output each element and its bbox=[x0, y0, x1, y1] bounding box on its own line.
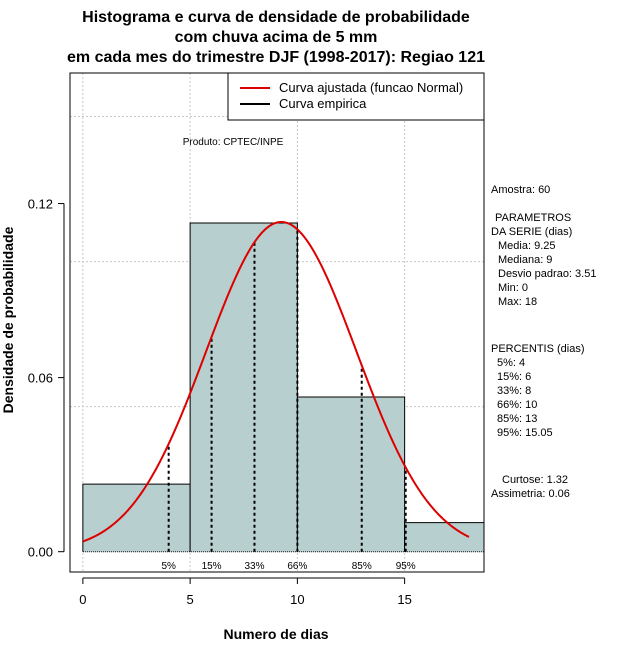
histogram-bars bbox=[82, 222, 484, 553]
y-tick-label-1: 0.06 bbox=[28, 371, 53, 386]
normal-curve bbox=[82, 220, 470, 543]
percentile-label-5: 95% bbox=[396, 561, 416, 572]
chart-title-line-3: em cada mes do trimestre DJF (1998-2017)… bbox=[67, 49, 485, 66]
x-tick-label-2: 10 bbox=[290, 592, 304, 607]
percentile-label-0: 5% bbox=[161, 561, 176, 572]
stat-params-header-1: PARAMETROS bbox=[495, 212, 571, 224]
percentile-label-3: 66% bbox=[287, 561, 307, 572]
stat-mediana: Mediana: 9 bbox=[498, 254, 552, 266]
stat-p5: 5%: 4 bbox=[497, 357, 525, 369]
histogram-bar-0 bbox=[82, 484, 191, 552]
x-axis: 0 5 10 15 bbox=[79, 577, 412, 607]
percentile-label-1: 15% bbox=[202, 561, 222, 572]
x-tick-label-0: 0 bbox=[79, 592, 86, 607]
histogram-bar-outline-3 bbox=[404, 522, 484, 552]
y-tick-label-0: 0.00 bbox=[28, 545, 53, 560]
y-tick-label-2: 0.12 bbox=[28, 197, 53, 212]
histogram-bar-outline-2 bbox=[296, 396, 406, 552]
stat-p33: 33%: 8 bbox=[497, 385, 531, 397]
stat-params-header-2: DA SERIE (dias) bbox=[491, 226, 572, 238]
stat-curtose: Curtose: 1.32 bbox=[502, 474, 568, 486]
stat-p85: 85%: 13 bbox=[497, 413, 537, 425]
y-axis: 0.00 0.06 0.12 bbox=[28, 197, 65, 560]
stat-p15: 15%: 6 bbox=[497, 371, 531, 383]
x-tick-label-3: 15 bbox=[397, 592, 411, 607]
stat-media: Media: 9.25 bbox=[498, 240, 555, 252]
histogram-bar-2 bbox=[297, 397, 405, 552]
chart-title-line-2: com chuva acima de 5 mm bbox=[175, 29, 378, 46]
legend-label-empirical: Curva empirica bbox=[279, 96, 367, 111]
percentile-label-2: 33% bbox=[244, 561, 264, 572]
stat-p95: 95%: 15.05 bbox=[497, 427, 553, 439]
legend: Curva ajustada (funcao Normal) Curva emp… bbox=[227, 72, 485, 121]
x-axis-title: Numero de dias bbox=[223, 626, 328, 642]
normal-curve-group bbox=[82, 220, 470, 543]
stat-percentis-header: PERCENTIS (dias) bbox=[491, 343, 585, 355]
percentile-lines: 5% 15% 33% 66% 85% 95% bbox=[161, 229, 416, 572]
product-annotation: Produto: CPTEC/INPE bbox=[183, 137, 284, 148]
histogram-bar-3 bbox=[404, 522, 484, 552]
stat-max: Max: 18 bbox=[498, 296, 537, 308]
statistics-panel: Amostra: 60 PARAMETROS DA SERIE (dias) M… bbox=[491, 184, 596, 500]
stat-p66: 66%: 10 bbox=[497, 399, 537, 411]
chart-title-line-1: Histograma e curva de densidade de proba… bbox=[82, 9, 470, 26]
percentile-label-4: 85% bbox=[352, 561, 372, 572]
stat-sample: Amostra: 60 bbox=[491, 184, 550, 196]
stat-assimetria: Assimetria: 0.06 bbox=[491, 488, 570, 500]
stat-desvio: Desvio padrao: 3.51 bbox=[498, 268, 596, 280]
histogram-bar-1 bbox=[190, 222, 298, 552]
x-tick-label-1: 5 bbox=[187, 592, 194, 607]
legend-label-normal: Curva ajustada (funcao Normal) bbox=[279, 80, 463, 95]
y-axis-title: Densidade de probabilidade bbox=[0, 226, 16, 413]
legend-box bbox=[227, 72, 485, 121]
stat-min: Min: 0 bbox=[498, 282, 528, 294]
